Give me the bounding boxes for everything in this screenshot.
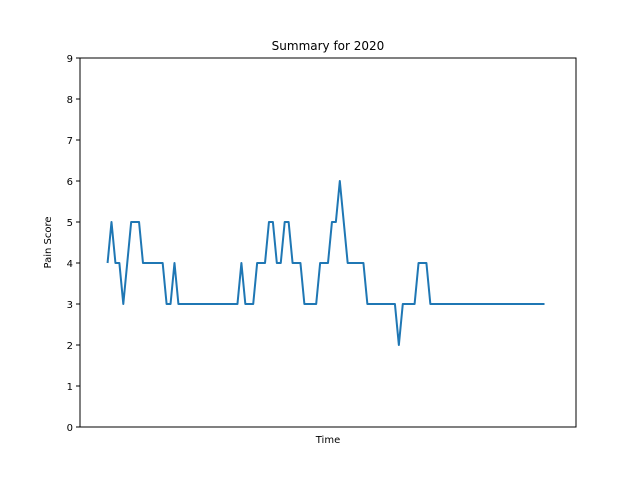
y-tick-label: 9 [67, 54, 73, 65]
series-line [106, 180, 545, 346]
y-axis-ticks: 0 1 2 3 4 5 6 7 8 9 [67, 54, 80, 434]
chart-title: Summary for 2020 [272, 39, 385, 53]
y-tick-label: 4 [67, 259, 73, 270]
y-tick-label: 8 [67, 95, 73, 106]
y-axis-label: Pain Score [43, 216, 54, 268]
x-axis-label: Time [315, 435, 340, 446]
y-tick-label: 1 [67, 382, 73, 393]
y-tick-label: 5 [67, 218, 73, 229]
y-tick-label: 6 [67, 177, 73, 188]
y-tick-label: 7 [67, 136, 73, 147]
plot-frame [79, 57, 577, 428]
y-tick-label: 3 [67, 300, 73, 311]
y-tick-label: 0 [67, 423, 73, 434]
y-tick-label: 2 [67, 341, 73, 352]
